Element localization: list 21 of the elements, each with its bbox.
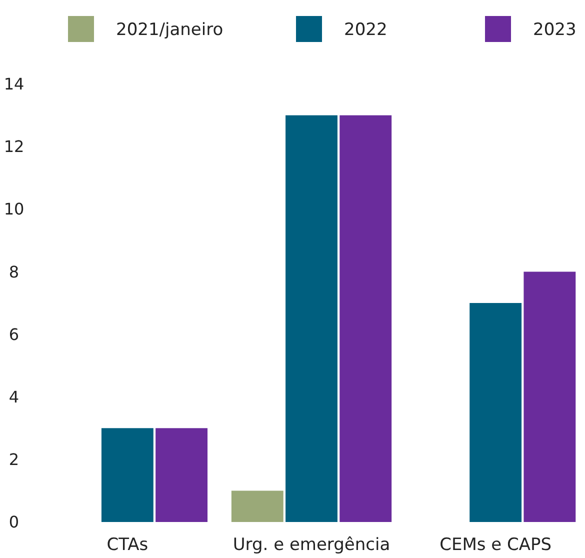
x-tick-label: CTAs xyxy=(106,535,148,555)
y-tick-label: 4 xyxy=(8,387,20,406)
bar xyxy=(156,428,208,522)
bar xyxy=(524,272,576,522)
y-tick-label: 14 xyxy=(4,74,24,94)
bar xyxy=(101,428,154,522)
y-tick-label: 2 xyxy=(8,450,20,470)
x-tick-label: CEMs e CAPS xyxy=(440,535,552,555)
bar xyxy=(286,115,338,522)
y-tick-label: 12 xyxy=(4,137,24,156)
y-tick-label: 10 xyxy=(4,200,24,219)
y-tick-label: 6 xyxy=(8,324,20,344)
bar xyxy=(340,115,392,522)
legend-label: 2021/janeiro xyxy=(116,20,224,40)
y-tick-label: 8 xyxy=(8,262,20,282)
y-tick-label: 0 xyxy=(8,512,20,532)
legend-label: 2022 xyxy=(344,20,388,40)
bar xyxy=(231,490,284,522)
x-tick-label: Urg. e emergência xyxy=(232,535,390,555)
bar xyxy=(470,303,522,522)
legend-label: 2023 xyxy=(533,20,576,40)
